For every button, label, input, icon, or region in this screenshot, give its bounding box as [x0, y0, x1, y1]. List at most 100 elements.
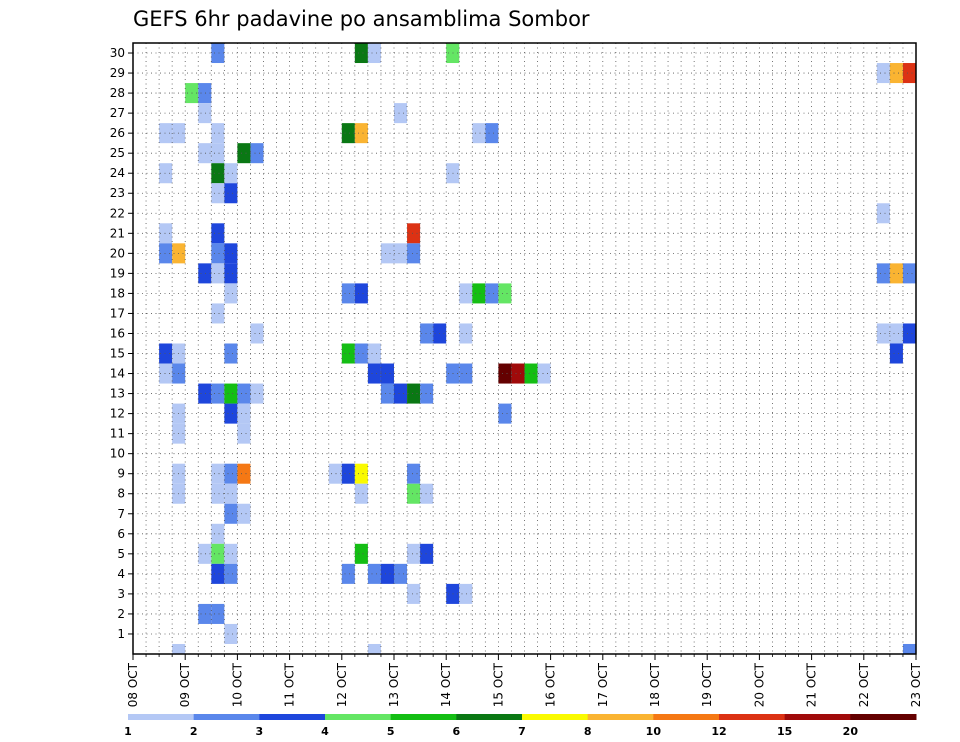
heat-cell — [459, 323, 473, 344]
heat-cell — [211, 563, 225, 584]
heat-cell — [354, 43, 368, 64]
heat-cell — [485, 283, 499, 304]
y-tick-label: 29 — [110, 66, 125, 80]
y-tick-label: 13 — [110, 387, 125, 401]
heat-cell — [198, 543, 212, 564]
x-tick-label: 17 OCT — [596, 662, 610, 707]
colorbar-segment — [784, 714, 851, 720]
heat-cell — [472, 123, 486, 144]
y-tick-label: 17 — [110, 306, 125, 320]
heat-cell — [224, 543, 238, 564]
x-tick-label: 15 OCT — [491, 662, 505, 707]
y-tick-label: 21 — [110, 226, 125, 240]
heat-cell — [198, 103, 212, 124]
x-tick-label: 16 OCT — [544, 662, 558, 707]
heat-cell — [211, 543, 225, 564]
heat-cell — [224, 383, 238, 404]
heat-cell — [341, 343, 355, 364]
heat-cell — [394, 103, 408, 124]
y-tick-label: 2 — [117, 607, 125, 621]
y-tick-label: 3 — [117, 587, 125, 601]
heat-cell — [498, 403, 512, 424]
heat-cell — [380, 563, 394, 584]
x-tick-label: 14 OCT — [439, 662, 453, 707]
heat-cell — [876, 203, 890, 224]
heat-cell — [198, 603, 212, 624]
colorbar-label: 8 — [584, 725, 592, 738]
heat-cell — [237, 383, 251, 404]
y-tick-label: 9 — [117, 467, 125, 481]
heat-cell — [211, 223, 225, 244]
heat-cell — [902, 643, 916, 654]
heat-cell — [876, 263, 890, 284]
colorbar-label: 1 — [124, 725, 132, 738]
heat-cell — [198, 263, 212, 284]
y-tick-label: 27 — [110, 106, 125, 120]
heat-cell — [889, 343, 903, 364]
heat-cell — [902, 63, 916, 84]
colorbar-segment — [325, 714, 392, 720]
y-tick-label: 30 — [110, 46, 125, 60]
heat-cell — [211, 463, 225, 484]
colorbar-label: 7 — [518, 725, 526, 738]
heat-cell — [224, 483, 238, 504]
heat-cell — [537, 363, 551, 384]
x-axis-ticks: 08 OCT 09 OCT 10 OCT 11 OCT 12 OCT 13 OCT 14 O… — [126, 654, 923, 707]
heat-cell — [211, 383, 225, 404]
x-tick-label: 10 OCT — [230, 662, 244, 707]
heat-cell — [876, 63, 890, 84]
heat-cell — [380, 383, 394, 404]
heat-cell — [407, 583, 421, 604]
y-tick-label: 26 — [110, 126, 125, 140]
heat-cell — [237, 423, 251, 444]
heat-cell — [407, 223, 421, 244]
colorbar-segment — [193, 714, 260, 720]
heat-cell — [407, 243, 421, 264]
heat-cell — [198, 143, 212, 164]
heat-cell — [224, 283, 238, 304]
colorbar-segment — [719, 714, 786, 720]
heat-cell — [354, 343, 368, 364]
y-tick-label: 18 — [110, 286, 125, 300]
colorbar-segment — [850, 714, 917, 720]
heat-cell — [876, 323, 890, 344]
heat-cell — [341, 563, 355, 584]
colorbar-segment — [653, 714, 720, 720]
x-tick-label: 23 OCT — [909, 662, 923, 707]
heat-cell — [250, 143, 264, 164]
heat-cell — [198, 383, 212, 404]
y-axis-ticks: 1234567891011121314151617181920212223242… — [110, 46, 133, 641]
colorbar-segment — [456, 714, 523, 720]
heat-cell — [237, 463, 251, 484]
y-tick-label: 7 — [117, 507, 125, 521]
heat-cell — [889, 323, 903, 344]
heat-cell — [420, 383, 434, 404]
heat-cell — [224, 243, 238, 264]
y-tick-label: 10 — [110, 447, 125, 461]
x-tick-label: 18 OCT — [648, 662, 662, 707]
colorbar-segment — [522, 714, 589, 720]
heat-cell — [420, 483, 434, 504]
y-tick-label: 14 — [110, 367, 125, 381]
heat-cell — [224, 563, 238, 584]
heat-cell — [211, 43, 225, 64]
y-tick-label: 22 — [110, 206, 125, 220]
heat-cell — [159, 123, 173, 144]
y-tick-label: 23 — [110, 186, 125, 200]
heat-cell — [354, 283, 368, 304]
heat-cell — [420, 543, 434, 564]
heat-cell — [211, 243, 225, 264]
y-tick-label: 1 — [117, 627, 125, 641]
heat-cell — [250, 383, 264, 404]
y-tick-label: 25 — [110, 146, 125, 160]
heat-cell — [367, 43, 381, 64]
heat-cell — [394, 383, 408, 404]
colorbar: 1 2 3 4 5 6 7 8 10 12 15 20 — [124, 714, 917, 738]
heat-cell — [211, 163, 225, 184]
colorbar-label: 20 — [843, 725, 859, 738]
heat-cell — [250, 323, 264, 344]
heat-cell — [211, 263, 225, 284]
heat-cell — [354, 463, 368, 484]
colorbar-label: 12 — [711, 725, 726, 738]
